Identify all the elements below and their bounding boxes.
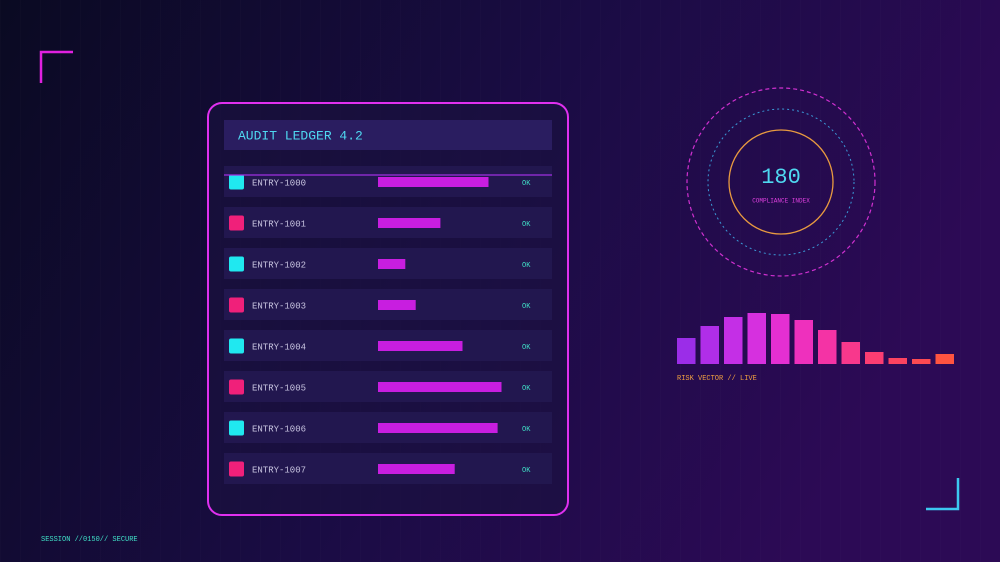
entry-status: OK [522, 221, 531, 229]
risk-bar [935, 354, 954, 364]
ledger-title: AUDIT LEDGER 4.2 [238, 128, 363, 143]
status-indicator [229, 379, 244, 395]
risk-bar [912, 359, 931, 364]
entry-id: ENTRY-1002 [252, 260, 306, 270]
entry-status: OK [522, 262, 531, 270]
gauge-ring [686, 87, 876, 277]
risk-label: RISK VECTOR // LIVE [677, 375, 757, 383]
status-indicator [229, 420, 244, 436]
entry-bar [378, 177, 489, 187]
status-indicator [229, 174, 244, 190]
risk-bar [818, 330, 837, 364]
status-indicator [229, 338, 244, 354]
entry-bar [378, 341, 463, 351]
risk-bar [841, 342, 860, 364]
entry-status: OK [522, 303, 531, 311]
entry-bar [378, 300, 416, 310]
entry-id: ENTRY-1000 [252, 178, 306, 188]
entry-status: OK [522, 426, 531, 434]
status-indicator [229, 461, 244, 477]
gauge-ring [707, 108, 855, 256]
entry-bar [378, 218, 441, 228]
entry-id: ENTRY-1007 [252, 465, 306, 475]
entry-bar [378, 259, 406, 269]
risk-bar [700, 326, 719, 364]
risk-bar [794, 320, 813, 364]
entry-bar [378, 464, 455, 474]
status-indicator [229, 256, 244, 272]
entry-bar [378, 423, 498, 433]
risk-bar [771, 314, 790, 364]
entry-id: ENTRY-1005 [252, 383, 306, 393]
corner-bracket [39, 50, 73, 83]
entry-bar [378, 382, 502, 392]
gauge-value: 180 [761, 165, 801, 190]
gauge-label: COMPLIANCE INDEX [752, 198, 810, 205]
status-indicator [229, 297, 244, 313]
ledger-header [224, 120, 552, 150]
risk-bar [747, 313, 766, 364]
entry-id: ENTRY-1003 [252, 301, 306, 311]
risk-bar [724, 317, 743, 364]
entry-status: OK [522, 467, 531, 475]
entry-id: ENTRY-1006 [252, 424, 306, 434]
risk-bar [677, 338, 696, 364]
risk-bar [888, 358, 907, 364]
corner-bracket [926, 478, 960, 511]
entry-status: OK [522, 344, 531, 352]
risk-bar [865, 352, 884, 364]
entry-id: ENTRY-1004 [252, 342, 306, 352]
gauge-ring [728, 129, 834, 235]
entry-status: OK [522, 385, 531, 393]
status-indicator [229, 215, 244, 231]
entry-status: OK [522, 180, 531, 188]
entry-id: ENTRY-1001 [252, 219, 306, 229]
session-label: SESSION //0150// SECURE [41, 536, 138, 544]
